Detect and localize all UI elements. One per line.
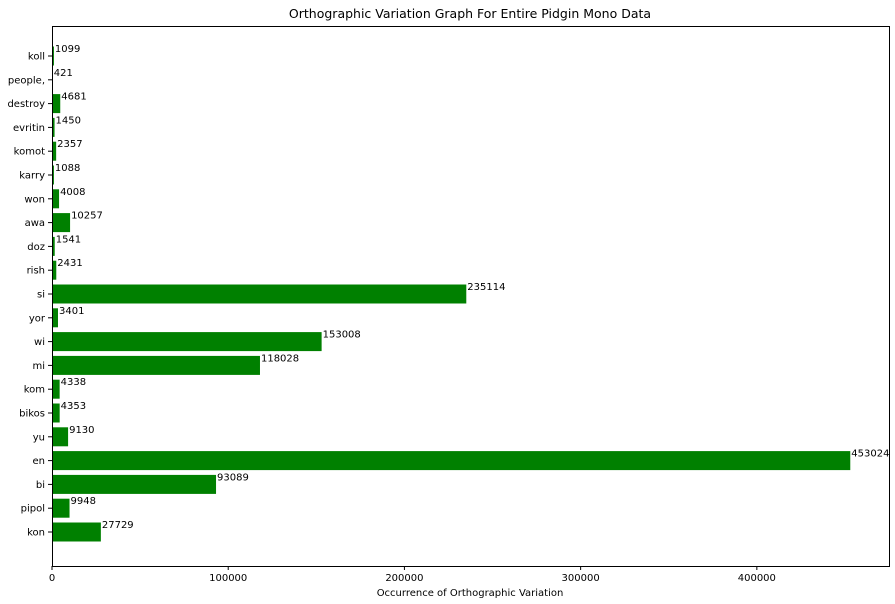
y-tick-label-kon: kon: [27, 528, 45, 539]
x-tick-label: 200000: [385, 573, 423, 584]
bars-layer: [52, 46, 851, 542]
y-tick-label-doz: doz: [27, 242, 45, 253]
data-label-pipol: 9948: [71, 496, 96, 507]
bar-evritin: [52, 117, 55, 137]
bar-doz: [52, 236, 55, 256]
data-label-doz: 1541: [56, 234, 81, 245]
y-tick-label-yu: yu: [33, 432, 45, 443]
y-tick-label-evritin: evritin: [13, 123, 45, 134]
bar-rish: [52, 260, 57, 280]
data-label-people: 421: [54, 68, 73, 79]
y-tick-label-won: won: [24, 194, 45, 205]
x-axis-ticks: 0 100000 200000 300000 400000: [49, 566, 776, 584]
data-label-kon: 27729: [102, 520, 134, 531]
bar-bikos: [52, 403, 60, 423]
bar-kom: [52, 379, 60, 399]
data-label-karry: 1088: [55, 163, 80, 174]
chart-title: Orthographic Variation Graph For Entire …: [289, 6, 651, 21]
bar-mi: [52, 355, 260, 375]
x-tick-label: 400000: [738, 573, 776, 584]
y-tick-label-karry: karry: [19, 171, 45, 182]
data-labels-layer: 27729 9948 93089 453024 9130 4353 4338 118028 15…: [54, 44, 890, 531]
y-tick-label-pipol: pipol: [21, 504, 45, 515]
x-axis-label: Occurrence of Orthographic Variation: [377, 588, 564, 599]
y-tick-label-destroy: destroy: [7, 99, 45, 110]
data-label-koll: 1099: [55, 44, 80, 55]
data-label-komot: 2357: [57, 139, 82, 150]
data-label-evritin: 1450: [56, 115, 81, 126]
y-tick-label-wi: wi: [34, 337, 45, 348]
data-label-bi: 93089: [217, 472, 249, 483]
y-tick-label-people: people,: [8, 75, 45, 86]
y-tick-label-kom: kom: [24, 385, 45, 396]
bar-yu: [52, 427, 69, 447]
data-label-wi: 153008: [323, 330, 361, 341]
x-tick-label: 300000: [562, 573, 600, 584]
bar-wi: [52, 332, 322, 352]
plot-frame: [52, 26, 890, 567]
bar-won: [52, 189, 60, 209]
bar-kon: [52, 522, 101, 542]
data-label-en: 453024: [851, 449, 889, 460]
y-tick-label-yor: yor: [29, 313, 46, 324]
x-tick-label: 100000: [209, 573, 247, 584]
bar-awa: [52, 213, 71, 233]
bar-yor: [52, 308, 58, 328]
y-tick-label-bi: bi: [36, 480, 45, 491]
data-label-yor: 3401: [59, 306, 84, 317]
data-label-si: 235114: [467, 282, 505, 293]
y-tick-label-awa: awa: [25, 218, 45, 229]
data-label-destroy: 4681: [61, 92, 86, 103]
bar-pipol: [52, 498, 70, 518]
data-label-rish: 2431: [57, 258, 82, 269]
y-tick-label-si: si: [37, 290, 45, 301]
data-label-awa: 10257: [71, 211, 103, 222]
data-label-won: 4008: [60, 187, 85, 198]
y-tick-label-komot: komot: [14, 147, 45, 158]
y-axis-ticks: kon pipol bi en yu bikos kom mi wi yor si rish doz aw…: [7, 52, 52, 539]
y-tick-label-koll: koll: [28, 52, 45, 63]
bar-en: [52, 451, 851, 471]
bar-bi: [52, 474, 217, 494]
x-tick-label: 0: [49, 573, 55, 584]
bar-si: [52, 284, 467, 304]
bar-destroy: [52, 94, 61, 114]
data-label-bikos: 4353: [61, 401, 86, 412]
y-tick-label-mi: mi: [32, 361, 45, 372]
data-label-kom: 4338: [61, 377, 86, 388]
data-label-yu: 9130: [69, 425, 94, 436]
bar-komot: [52, 141, 57, 161]
y-tick-label-bikos: bikos: [19, 409, 45, 420]
y-tick-label-rish: rish: [27, 266, 45, 277]
data-label-mi: 118028: [261, 353, 299, 364]
y-tick-label-en: en: [33, 456, 46, 467]
